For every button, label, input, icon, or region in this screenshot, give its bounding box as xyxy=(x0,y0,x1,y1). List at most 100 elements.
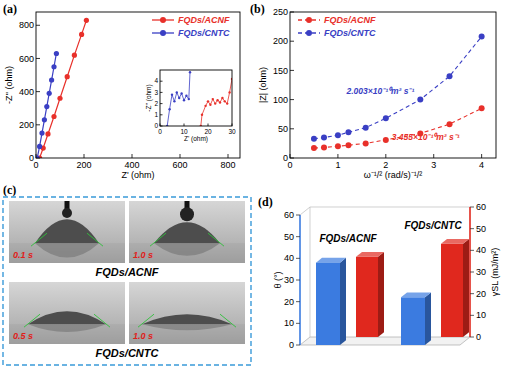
photo-surface xyxy=(9,243,125,263)
y-tick-label: 100 xyxy=(273,95,288,105)
series-line xyxy=(201,79,232,126)
marker xyxy=(447,121,453,127)
y-tick-label: 150 xyxy=(273,66,288,76)
y-tick-label: 50 xyxy=(284,232,294,242)
x-tick-label: 0 xyxy=(158,128,162,135)
marker xyxy=(54,51,59,56)
y-tick xyxy=(36,25,40,26)
x-tick xyxy=(433,154,434,158)
y2-tick-label: 50 xyxy=(476,224,486,234)
tangent xyxy=(24,314,40,327)
panel-label: (a) xyxy=(3,2,17,16)
y-tick-label: 200 xyxy=(19,120,34,130)
marker xyxy=(321,144,327,150)
droplet-reflection xyxy=(35,243,99,257)
marker xyxy=(201,114,203,116)
x-tick xyxy=(132,154,133,158)
y-tick xyxy=(290,128,294,129)
droplet xyxy=(28,311,106,324)
photo-surface xyxy=(129,324,245,344)
panel-label: (d) xyxy=(258,195,273,209)
tangent xyxy=(31,233,47,246)
legend-marker xyxy=(160,17,166,23)
y2-tick xyxy=(470,250,474,251)
y-tick xyxy=(36,124,40,125)
category-label: FQDs/ACNF xyxy=(319,233,377,244)
y-tick-label: 30 xyxy=(284,275,294,285)
xy-panel: 01234050100150200250ω⁻¹/² (rad/s)⁻¹/²|Z|… xyxy=(258,7,496,180)
marker xyxy=(189,71,191,73)
marker xyxy=(168,108,170,110)
x-tick-label: 2 xyxy=(383,160,388,170)
y-tick xyxy=(36,91,40,92)
y-tick-label: 1 xyxy=(154,111,158,118)
photo-bg xyxy=(9,201,125,263)
droplet-reflection xyxy=(28,324,106,332)
bar-side xyxy=(425,293,431,345)
sample-label: FQDs/CNTC xyxy=(96,347,160,359)
y-tick-label: 50 xyxy=(278,124,288,134)
y2-tick-label: 20 xyxy=(476,289,486,299)
y-tick-label: 40 xyxy=(284,253,294,263)
marker xyxy=(39,131,44,136)
y-axis-label: -Z'' (ohm) xyxy=(145,84,153,111)
hanging-drop xyxy=(180,207,194,221)
data-area xyxy=(311,34,485,152)
legend-text: FQDs/ACNF xyxy=(178,15,230,25)
marker xyxy=(79,32,84,37)
y-tick xyxy=(296,236,300,237)
x-tick-label: 800 xyxy=(220,160,235,170)
marker xyxy=(363,140,369,146)
bar-side xyxy=(463,239,469,337)
panel-label: (b) xyxy=(250,2,265,16)
marker xyxy=(226,102,228,104)
y-tick xyxy=(296,323,300,324)
bar-top xyxy=(441,239,469,244)
y-axis-label: θ (°) xyxy=(273,271,283,288)
bar-top xyxy=(316,258,346,263)
y-tick-label: 250 xyxy=(273,7,288,17)
y2-tick-label: 60 xyxy=(476,202,486,212)
series-line xyxy=(167,72,190,126)
y2-tick-label: 40 xyxy=(476,245,486,255)
y-tick xyxy=(36,58,40,59)
y-tick xyxy=(296,345,300,346)
droplet xyxy=(154,222,220,243)
annotation: 3.455×10⁻¹⁰m² s⁻¹ xyxy=(392,132,460,142)
marker xyxy=(84,18,89,23)
y-tick-label: 20 xyxy=(284,297,294,307)
plot-bg xyxy=(290,12,496,158)
plot-bg xyxy=(160,70,232,126)
marker xyxy=(383,115,389,121)
x-tick-label: 30 xyxy=(228,128,236,135)
y-tick xyxy=(296,258,300,259)
photo-divider xyxy=(125,282,129,344)
legend-text: FQDs/CNTC xyxy=(178,28,230,38)
tangent xyxy=(208,233,224,246)
bar-panel: (d)0102030405060θ (°)0102030405060γSL (m… xyxy=(258,195,500,350)
x-tick-label: 200 xyxy=(76,160,91,170)
marker xyxy=(37,144,42,149)
time-label: 1.0 s xyxy=(133,331,153,341)
annotation: 2.003×10⁻¹⁰m² s⁻¹ xyxy=(345,86,414,96)
marker xyxy=(204,105,206,107)
marker xyxy=(51,114,56,119)
x-tick-label: 1 xyxy=(335,160,340,170)
y2-axis-label: γSL (mJ/m²) xyxy=(490,248,500,297)
bar xyxy=(441,244,463,337)
x-tick-label: 4 xyxy=(479,160,484,170)
droplet-reflection xyxy=(142,324,232,330)
marker xyxy=(185,95,187,97)
y-axis-label: -Z'' (ohm) xyxy=(4,66,14,104)
marker xyxy=(335,132,341,138)
droplet-reflection xyxy=(154,243,220,256)
x-tick xyxy=(228,154,229,158)
y-tick-label: 2 xyxy=(154,100,158,107)
photo-frame xyxy=(3,197,251,365)
bar xyxy=(401,297,425,345)
y-tick-label: 3 xyxy=(154,89,158,96)
hanging-drop xyxy=(62,208,72,218)
marker xyxy=(383,137,389,143)
tangent xyxy=(138,314,154,327)
x-tick-label: 3 xyxy=(431,160,436,170)
